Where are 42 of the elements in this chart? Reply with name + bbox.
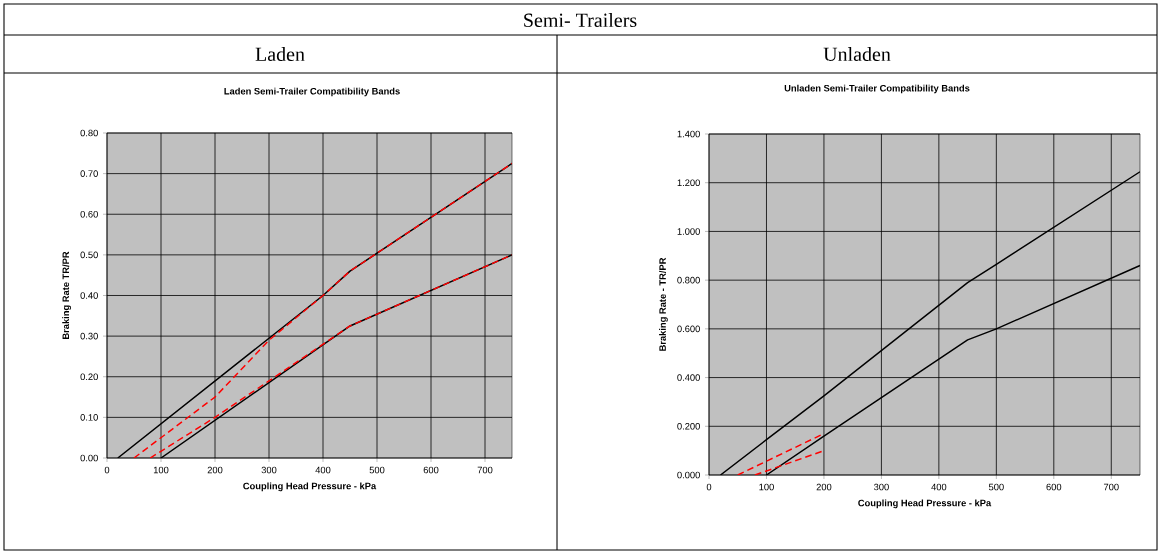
x-tick-label: 100 bbox=[759, 483, 774, 491]
x-tick-label: 200 bbox=[816, 483, 832, 491]
y-tick-label: 0.00 bbox=[80, 454, 98, 462]
y-tick-label: 0.10 bbox=[80, 414, 98, 421]
x-tick-label: 0 bbox=[706, 483, 712, 491]
x-tick-label: 200 bbox=[207, 466, 223, 474]
x-tick-label: 400 bbox=[315, 466, 331, 474]
y-tick-label: 0.800 bbox=[677, 276, 700, 284]
y-tick-label: 0.000 bbox=[677, 471, 700, 479]
y-axis-title: Braking Rate TR/PR bbox=[62, 251, 71, 339]
y-axis-title: Braking Rate - TR/PR bbox=[659, 257, 668, 351]
y-tick-label: 0.40 bbox=[80, 292, 98, 299]
y-tick-label: 0.50 bbox=[80, 251, 98, 259]
x-tick-label: 100 bbox=[153, 466, 169, 474]
y-tick-label: 1.400 bbox=[677, 130, 700, 138]
x-tick-label: 500 bbox=[988, 483, 1004, 491]
y-tick-label: 0.200 bbox=[677, 422, 700, 430]
y-tick-label: 0.600 bbox=[677, 325, 700, 333]
chart-title: Laden Semi-Trailer Compatibility Bands bbox=[224, 87, 400, 97]
chart-subtitle: Laden bbox=[255, 46, 305, 62]
x-tick-label: 300 bbox=[261, 466, 277, 474]
y-tick-label: 0.20 bbox=[80, 373, 98, 381]
y-tick-label: 1.200 bbox=[677, 179, 700, 187]
x-axis-title: Coupling Head Pressure - kPa bbox=[858, 499, 992, 509]
x-tick-label: 700 bbox=[1103, 483, 1119, 491]
x-tick-label: 400 bbox=[931, 483, 947, 491]
x-tick-label: 0 bbox=[104, 466, 110, 474]
y-tick-label: 0.80 bbox=[80, 129, 98, 137]
y-tick-label: 1.000 bbox=[677, 228, 700, 235]
y-tick-label: 0.30 bbox=[80, 332, 98, 340]
x-tick-label: 500 bbox=[369, 466, 385, 474]
x-tick-label: 600 bbox=[1046, 483, 1062, 491]
x-tick-label: 300 bbox=[873, 483, 889, 491]
y-tick-label: 0.400 bbox=[677, 374, 700, 381]
chart-title: Unladen Semi-Trailer Compatibility Bands bbox=[784, 84, 970, 94]
chart-subtitle: Unladen bbox=[823, 46, 891, 62]
x-tick-label: 700 bbox=[477, 466, 493, 474]
y-tick-label: 0.60 bbox=[80, 210, 98, 218]
x-tick-label: 600 bbox=[423, 466, 439, 474]
y-tick-label: 0.70 bbox=[80, 170, 98, 177]
text: Semi- Trailers bbox=[524, 12, 637, 28]
x-axis-title: Coupling Head Pressure - kPa bbox=[243, 482, 377, 492]
